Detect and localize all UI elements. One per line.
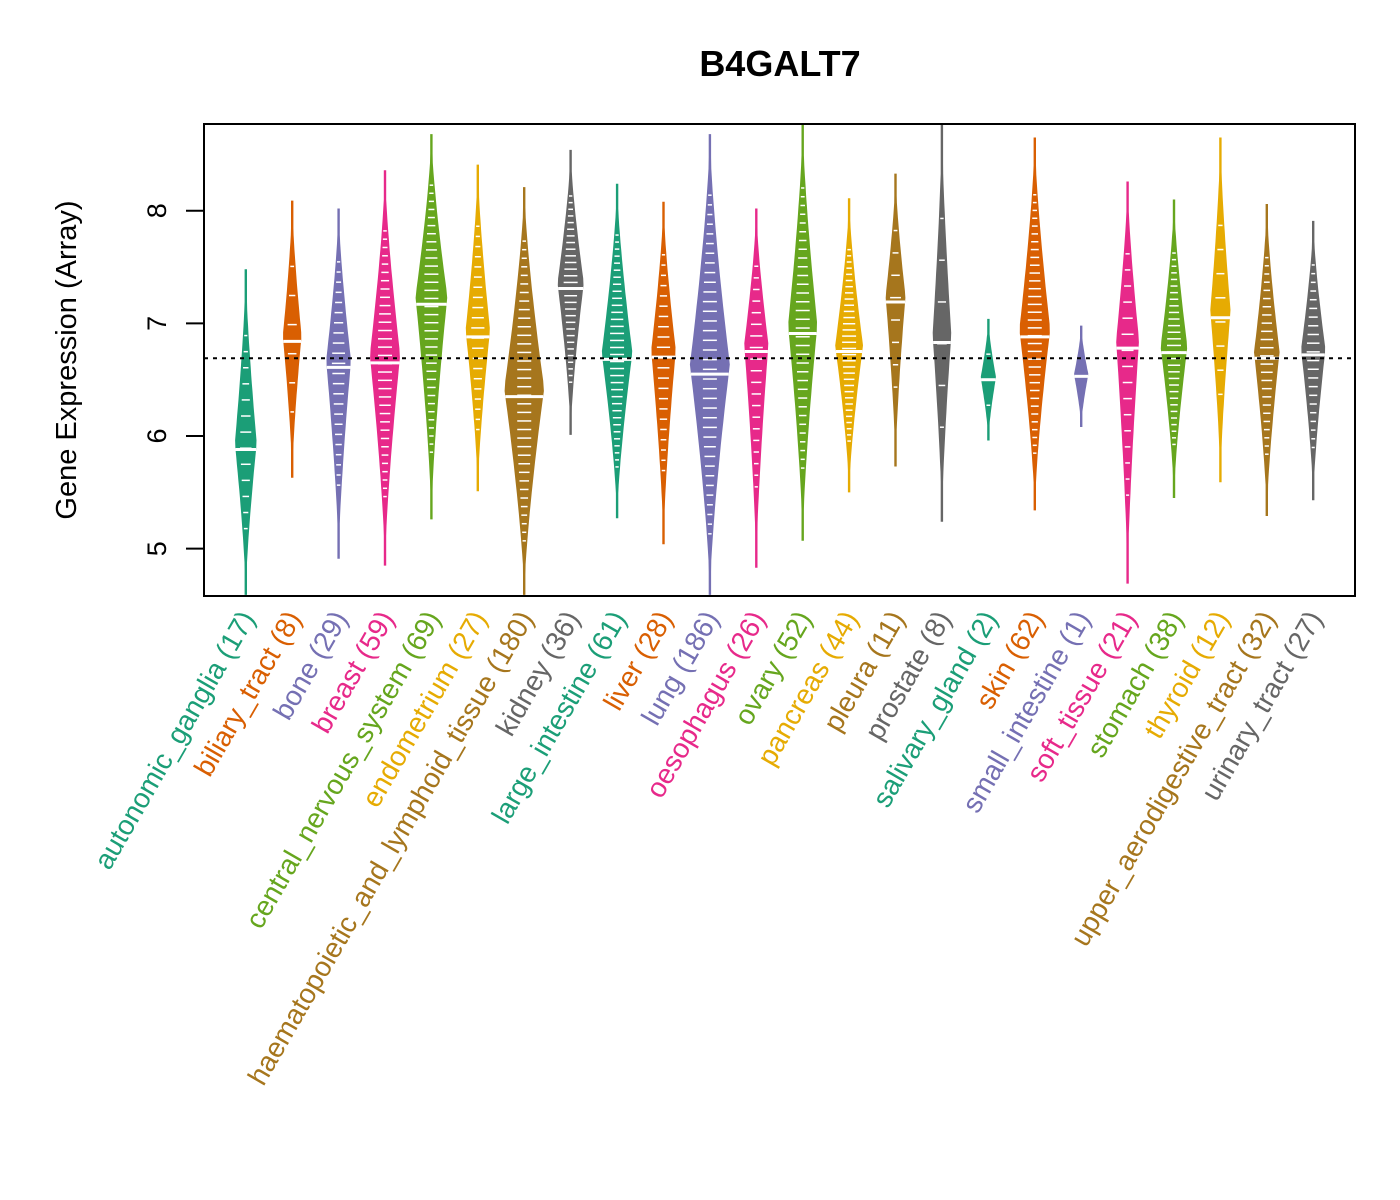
y-tick-label: 8 bbox=[142, 203, 172, 218]
violin-body bbox=[744, 208, 769, 568]
y-axis-label: Gene Expression (Array) bbox=[51, 200, 83, 519]
violin-body bbox=[283, 200, 302, 478]
violin-body bbox=[415, 134, 448, 520]
violin-body bbox=[651, 201, 676, 545]
violin-body bbox=[689, 134, 730, 595]
plot-frame bbox=[203, 123, 1356, 597]
violin-central_nervous_system bbox=[415, 134, 448, 520]
violin-upper_aerodigestive_tract bbox=[1254, 204, 1280, 516]
violin-body bbox=[1254, 204, 1280, 516]
violin-body bbox=[1160, 199, 1188, 498]
y-axis: 5 6 7 8 bbox=[142, 203, 204, 556]
violin-body bbox=[557, 149, 584, 435]
violin-breast bbox=[370, 170, 400, 566]
violin-body bbox=[601, 183, 633, 519]
violin-salivary_gland bbox=[980, 318, 996, 441]
violin-large_intestine bbox=[601, 183, 633, 519]
violin-small_intestine bbox=[1074, 325, 1089, 427]
violin-body bbox=[1210, 137, 1231, 483]
violins-group bbox=[235, 124, 1326, 595]
violin-liver bbox=[651, 201, 676, 545]
violin-urinary_tract bbox=[1301, 220, 1326, 501]
violin-endometrium bbox=[465, 164, 490, 492]
violin-stomach bbox=[1160, 199, 1188, 498]
violin-body bbox=[835, 198, 863, 493]
y-tick-label: 7 bbox=[142, 316, 172, 331]
violin-kidney bbox=[557, 149, 584, 435]
violin-bone bbox=[326, 208, 351, 559]
violin-soft_tissue bbox=[1116, 181, 1139, 584]
violin-biliary_tract bbox=[283, 200, 302, 478]
violin-thyroid bbox=[1210, 137, 1231, 483]
y-tick-label: 5 bbox=[142, 541, 172, 556]
violin-body bbox=[1019, 137, 1050, 511]
violin-prostate bbox=[932, 124, 952, 522]
violin-skin bbox=[1019, 137, 1050, 511]
violin-body bbox=[370, 170, 400, 566]
x-axis-labels: autonomic_ganglia (17)biliary_tract (8)b… bbox=[88, 606, 1329, 1091]
violin-haematopoietic_and_lymphoid_tissue bbox=[504, 187, 544, 595]
violin-pleura bbox=[885, 173, 906, 467]
violin-autonomic_ganglia bbox=[235, 269, 257, 595]
violin-lung bbox=[689, 134, 730, 595]
violin-body bbox=[932, 124, 952, 522]
y-tick-label: 6 bbox=[142, 429, 172, 444]
violin-oesophagus bbox=[744, 208, 769, 568]
violin-pancreas bbox=[835, 198, 863, 493]
violin-ovary bbox=[788, 124, 817, 541]
violin-body bbox=[504, 187, 544, 595]
chart-title: B4GALT7 bbox=[699, 43, 860, 84]
